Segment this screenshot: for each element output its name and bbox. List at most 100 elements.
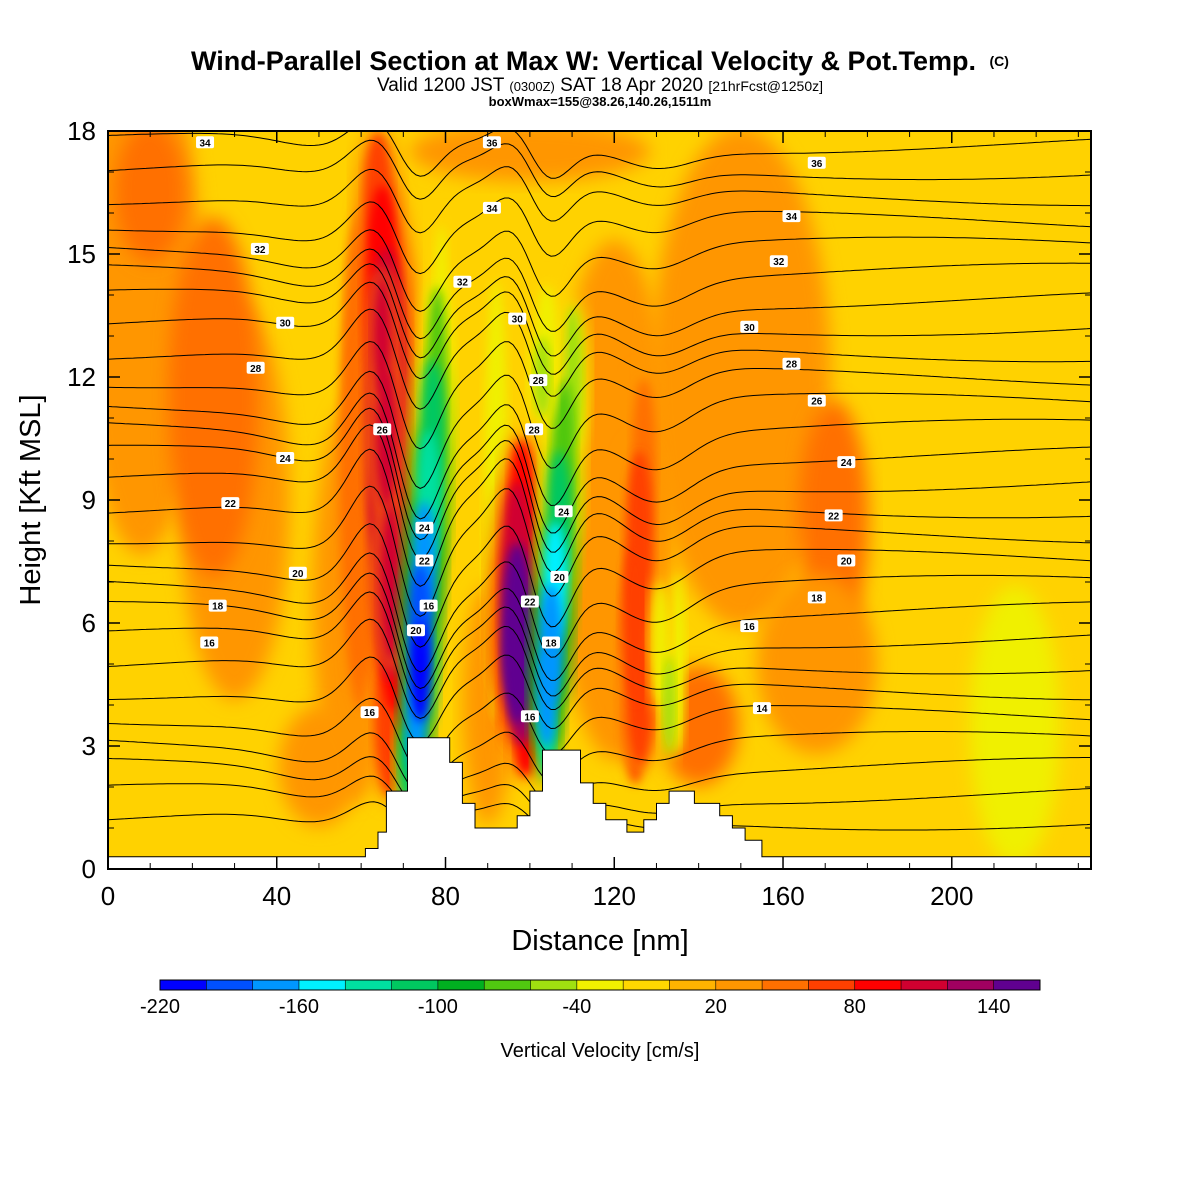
velocity-cell <box>115 131 186 263</box>
svg-text:24: 24 <box>419 524 431 535</box>
velocity-cell <box>621 543 650 703</box>
theta-contour-line <box>108 407 1091 541</box>
svg-text:24: 24 <box>558 507 570 518</box>
y-axis-label: Height [Kft MSL] <box>15 394 47 605</box>
theta-contour-label: 20 <box>550 570 569 584</box>
colorbar-tick-label: 140 <box>977 996 1010 1018</box>
theta-contour-line <box>108 618 1091 720</box>
colorbar-tick-label: 20 <box>705 996 727 1018</box>
svg-text:18: 18 <box>545 639 557 650</box>
svg-text:32: 32 <box>254 245 266 256</box>
theta-contour-line <box>108 166 1091 234</box>
theta-contour-label: 28 <box>525 423 544 436</box>
velocity-cell <box>756 574 877 754</box>
svg-text:28: 28 <box>250 364 262 375</box>
theta-contour-line <box>108 131 1091 179</box>
theta-contour-line <box>108 281 1091 380</box>
theta-contour-label: 22 <box>221 497 240 510</box>
colorbar-swatch <box>808 980 856 990</box>
theta-contour-line <box>108 308 1091 410</box>
y-tick-label: 18 <box>67 116 96 146</box>
svg-text:28: 28 <box>786 360 798 371</box>
svg-text:18: 18 <box>212 602 224 613</box>
theta-contour-label: 28 <box>782 357 801 371</box>
colorbar-swatch <box>947 980 995 990</box>
svg-text:34: 34 <box>486 204 498 215</box>
y-tick-label: 15 <box>67 239 96 269</box>
theta-contour-line <box>108 654 1091 743</box>
theta-contours <box>108 131 1091 833</box>
svg-text:14: 14 <box>756 704 768 715</box>
colorbar-swatch <box>298 980 346 990</box>
svg-text:20: 20 <box>410 626 422 637</box>
colorbar-swatch <box>484 980 532 990</box>
svg-text:26: 26 <box>811 397 823 408</box>
colorbar-tick-label: -160 <box>279 996 319 1018</box>
theta-contour-line <box>108 392 1091 520</box>
colorbar-swatch <box>669 980 717 990</box>
theta-contour-line <box>108 139 1091 200</box>
theta-contour-label: 28 <box>529 374 548 387</box>
theta-contour-line <box>108 731 1091 793</box>
theta-contour-label: 22 <box>415 554 434 568</box>
svg-text:34: 34 <box>786 212 798 223</box>
theta-contour-line <box>108 197 1091 275</box>
svg-text:30: 30 <box>512 315 524 326</box>
theta-contour-line <box>108 523 1091 648</box>
theta-contour-line <box>108 448 1091 587</box>
theta-contour-label: 32 <box>453 275 472 289</box>
velocity-cell <box>970 585 1061 866</box>
theta-contour-label: 30 <box>740 320 759 334</box>
theta-contour-line <box>108 370 1091 489</box>
theta-contour-label: 20 <box>288 566 307 580</box>
colorbar-label: Vertical Velocity [cm/s] <box>501 1040 700 1062</box>
theta-contour-label: 14 <box>752 702 771 715</box>
svg-text:28: 28 <box>529 425 541 436</box>
theta-contour-label: 16 <box>360 706 379 719</box>
x-tick-label: 200 <box>930 881 973 911</box>
theta-contour-label: 16 <box>520 710 539 723</box>
svg-text:22: 22 <box>828 511 840 522</box>
theta-contour-labels: 34 36 36 34 34 32 32 32 30 30 30 28 28 28 26 28 26 24 24 22… <box>196 136 856 723</box>
svg-text:36: 36 <box>486 138 498 149</box>
title-suffix: (C) <box>990 53 1009 69</box>
theta-contour-label: 22 <box>824 509 843 522</box>
theta-contour-label: 36 <box>482 136 501 149</box>
svg-text:20: 20 <box>554 573 566 584</box>
theta-contour-label: 24 <box>415 521 434 535</box>
colorbar-swatch <box>391 980 439 990</box>
svg-text:16: 16 <box>744 622 756 633</box>
theta-contour-label: 30 <box>276 316 295 330</box>
x-tick-label: 120 <box>593 881 636 911</box>
plot-area: 34 36 36 34 34 32 32 32 30 30 30 28 28 28 26 28 26 24 24 22… <box>108 131 1091 869</box>
theta-contour-line <box>108 692 1091 770</box>
theta-contour-line <box>108 572 1091 690</box>
velocity-cell <box>378 502 403 662</box>
x-axis-label: Distance [nm] <box>511 925 688 957</box>
svg-text:30: 30 <box>744 323 756 334</box>
terrain-mask <box>108 737 1091 869</box>
theta-contour-label: 32 <box>769 255 788 268</box>
theta-contour-line <box>108 340 1091 450</box>
theta-contour-label: 34 <box>782 210 801 223</box>
svg-text:30: 30 <box>280 319 292 330</box>
chart-title: Wind-Parallel Section at Max W: Vertical… <box>191 46 1009 76</box>
theta-contour-label: 34 <box>196 136 215 149</box>
svg-text:22: 22 <box>225 499 237 510</box>
theta-contour-label: 32 <box>250 242 269 256</box>
theta-contour-line <box>108 263 1091 359</box>
svg-text:24: 24 <box>841 458 853 469</box>
theta-contour-line <box>108 552 1091 673</box>
velocity-cell <box>536 646 557 747</box>
theta-contour-label: 26 <box>807 394 826 408</box>
svg-text:16: 16 <box>204 639 216 650</box>
theta-contour-label: 18 <box>208 599 227 613</box>
svg-text:26: 26 <box>377 425 389 436</box>
colorbar-swatch <box>762 980 809 990</box>
theta-contour-line <box>108 591 1091 703</box>
y-tick-label: 0 <box>82 854 96 884</box>
velocity-cell <box>168 217 259 578</box>
svg-text:24: 24 <box>280 454 292 465</box>
theta-contour-line <box>108 229 1091 312</box>
